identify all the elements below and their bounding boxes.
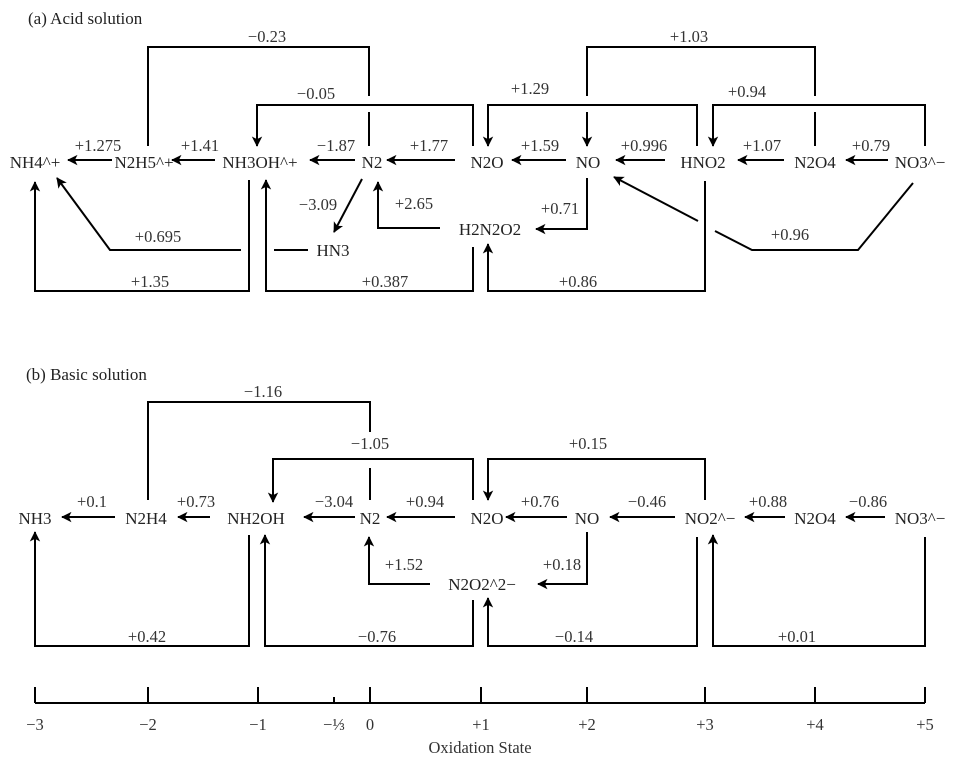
potential-label: +0.96 — [771, 225, 809, 244]
potential-label: −0.05 — [297, 84, 335, 103]
potential-label: +0.94 — [406, 492, 444, 511]
potential-label: −1.05 — [351, 434, 389, 453]
basic-title: (b) Basic solution — [26, 365, 147, 384]
species-no3: NO3^− — [895, 509, 946, 528]
potential-label: +1.29 — [511, 79, 549, 98]
potential-label: −0.86 — [849, 492, 887, 511]
potential-label: +0.387 — [362, 272, 408, 291]
potential-label: +1.275 — [75, 136, 121, 155]
species-nh3: NH3 — [18, 509, 51, 528]
potential-label: +1.77 — [410, 136, 448, 155]
axis-tick-label: −1 — [249, 715, 267, 734]
species-n2o4: N2O4 — [794, 153, 836, 172]
species-n2o2: N2O2^2− — [448, 575, 516, 594]
species-hn3: HN3 — [316, 241, 349, 260]
basic-solution-panel: (b) Basic solution NH3 N2H4 NH2OH N2 N2O… — [18, 365, 946, 647]
species-n2o: N2O — [470, 153, 503, 172]
potential-label: +1.03 — [670, 27, 708, 46]
potential-label: +0.73 — [177, 492, 215, 511]
potential-label: +0.15 — [569, 434, 607, 453]
axis-tick-label: +3 — [696, 715, 714, 734]
species-no: NO — [576, 153, 601, 172]
acid-potentials: +1.275 +1.41 −1.87 +1.77 +1.59 +0.996 +1… — [75, 27, 890, 291]
potential-label: +0.1 — [77, 492, 107, 511]
potential-label: +0.86 — [559, 272, 597, 291]
species-n2o: N2O — [470, 509, 503, 528]
species-no: NO — [575, 509, 600, 528]
axis-tick-label: −⅓ — [323, 715, 345, 734]
potential-label: +0.996 — [621, 136, 667, 155]
axis-tick-label: −2 — [139, 715, 157, 734]
axis-tick-label: +4 — [806, 715, 824, 734]
species-nh3oh: NH3OH^+ — [222, 153, 297, 172]
potential-label: +1.52 — [385, 555, 423, 574]
species-n2o4: N2O4 — [794, 509, 836, 528]
axis-label: Oxidation State — [428, 738, 531, 757]
potential-label: −1.16 — [244, 382, 282, 401]
species-hno2: HNO2 — [680, 153, 725, 172]
axis-tick-label: +2 — [578, 715, 596, 734]
potential-label: −1.87 — [317, 136, 355, 155]
axis-ticks: −3 −2 −1 −⅓ 0 +1 +2 +3 +4 +5 — [26, 687, 934, 734]
potential-label: +0.42 — [128, 627, 166, 646]
potential-label: −0.46 — [628, 492, 666, 511]
species-n2: N2 — [362, 153, 383, 172]
potential-label: +0.695 — [135, 227, 181, 246]
species-no2: NO2^− — [685, 509, 736, 528]
species-no3: NO3^− — [895, 153, 946, 172]
potential-label: −0.14 — [555, 627, 593, 646]
axis-tick-label: −3 — [26, 715, 44, 734]
basic-potentials: +0.1 +0.73 −3.04 +0.94 +0.76 −0.46 +0.88… — [77, 382, 887, 646]
basic-arrows — [29, 401, 926, 647]
species-h2n2o2: H2N2O2 — [459, 220, 521, 239]
acid-title: (a) Acid solution — [28, 9, 143, 28]
potential-label: +0.79 — [852, 136, 890, 155]
axis-tick-label: 0 — [366, 715, 374, 734]
potential-label: +0.88 — [749, 492, 787, 511]
axis-tick-label: +1 — [472, 715, 490, 734]
potential-label: −0.23 — [248, 27, 286, 46]
potential-label: +0.71 — [541, 199, 579, 218]
potential-label: +0.76 — [521, 492, 559, 511]
potential-label: +1.35 — [131, 272, 169, 291]
potential-label: −0.76 — [358, 627, 396, 646]
species-nh4: NH4^+ — [10, 153, 61, 172]
species-n2h5: N2H5^+ — [114, 153, 173, 172]
species-nh2oh: NH2OH — [227, 509, 285, 528]
axis-tick-label: +5 — [916, 715, 934, 734]
potential-label: +2.65 — [395, 194, 433, 213]
species-n2: N2 — [360, 509, 381, 528]
potential-label: +0.18 — [543, 555, 581, 574]
acid-solution-panel: (a) Acid solution NH4^+ N2H5^+ NH3OH^+ N… — [10, 9, 946, 292]
oxidation-state-axis: −3 −2 −1 −⅓ 0 +1 +2 +3 +4 +5 Oxidation State — [26, 687, 934, 757]
potential-label: +1.59 — [521, 136, 559, 155]
potential-label: +1.41 — [181, 136, 219, 155]
species-n2h4: N2H4 — [125, 509, 167, 528]
potential-label: +0.01 — [778, 627, 816, 646]
potential-label: −3.09 — [299, 195, 337, 214]
acid-arrows — [29, 46, 926, 292]
potential-label: +1.07 — [743, 136, 781, 155]
potential-label: +0.94 — [728, 82, 766, 101]
potential-label: −3.04 — [315, 492, 353, 511]
